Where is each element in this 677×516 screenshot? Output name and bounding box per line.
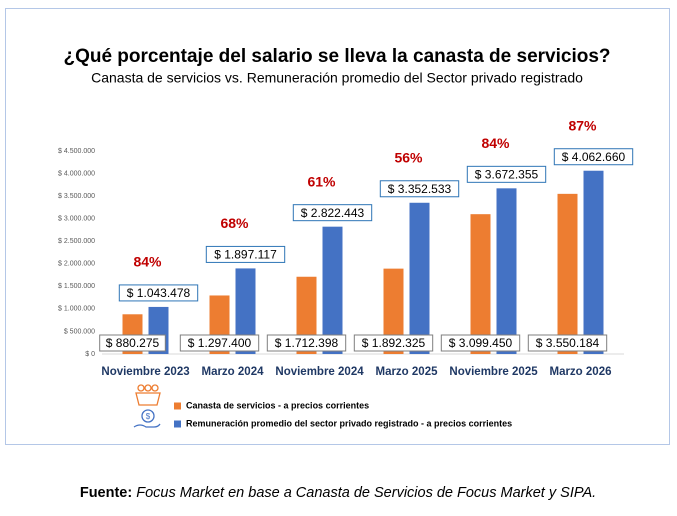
svg-text:$: $ xyxy=(146,412,151,421)
y-tick-label: $ 1.000.000 xyxy=(58,306,95,313)
legend-label: Remuneración promedio del sector privado… xyxy=(186,418,512,428)
bar xyxy=(583,170,604,354)
value-label: $ 3.550.184 xyxy=(536,336,600,350)
value-label-box xyxy=(466,165,547,183)
y-tick-label: $ 3.500.000 xyxy=(58,193,95,200)
percent-annotation: 84% xyxy=(133,254,162,270)
value-label-box xyxy=(292,204,373,222)
value-label-box xyxy=(553,148,634,166)
value-label-box xyxy=(205,245,286,263)
value-label-box xyxy=(440,334,521,352)
bar xyxy=(235,268,256,354)
value-label-box xyxy=(118,284,199,302)
x-tick-label: Marzo 2025 xyxy=(375,366,438,378)
percent-annotation: 84% xyxy=(481,135,510,151)
chart-title: ¿Qué porcentaje del salario se lleva la … xyxy=(63,46,610,67)
basket-icon xyxy=(135,384,161,406)
x-tick-label: Noviembre 2023 xyxy=(101,366,189,378)
bar xyxy=(322,226,343,354)
legend-swatch xyxy=(174,402,181,410)
money-hand-icon: $ xyxy=(133,409,161,428)
value-label: $ 1.043.478 xyxy=(127,286,191,300)
bar xyxy=(470,214,491,354)
value-label-box xyxy=(179,334,260,352)
bar xyxy=(496,188,517,354)
value-label: $ 3.099.450 xyxy=(449,336,513,350)
y-tick-label: $ 500.000 xyxy=(64,328,95,335)
value-label-box xyxy=(527,334,608,352)
value-label: $ 880.275 xyxy=(106,336,160,350)
value-label: $ 4.062.660 xyxy=(562,150,626,164)
bar xyxy=(557,193,578,354)
value-label-box xyxy=(266,334,347,352)
y-tick-label: $ 0 xyxy=(85,351,95,358)
value-label: $ 1.297.400 xyxy=(188,336,252,350)
value-label: $ 2.822.443 xyxy=(301,206,365,220)
value-label: $ 3.352.533 xyxy=(388,182,452,196)
x-tick-label: Noviembre 2024 xyxy=(275,366,364,378)
value-label-box xyxy=(99,334,166,352)
y-tick-label: $ 2.000.000 xyxy=(58,261,95,268)
x-tick-label: Marzo 2024 xyxy=(201,366,264,378)
y-tick-label: $ 3.000.000 xyxy=(58,216,95,223)
value-label: $ 1.712.398 xyxy=(275,336,339,350)
value-label-box xyxy=(379,180,460,198)
source: Fuente: Focus Market en base a Canasta d… xyxy=(80,485,596,501)
y-tick-label: $ 2.500.000 xyxy=(58,238,95,245)
source-label: Fuente: xyxy=(80,485,132,501)
value-label: $ 1.897.117 xyxy=(214,248,277,262)
percent-annotation: 56% xyxy=(394,149,423,165)
percent-annotation: 87% xyxy=(568,117,597,133)
value-label: $ 1.892.325 xyxy=(362,336,426,350)
y-tick-label: $ 1.500.000 xyxy=(58,283,95,290)
value-label-box xyxy=(353,334,434,352)
value-label: $ 3.672.355 xyxy=(475,168,539,182)
x-tick-label: Noviembre 2025 xyxy=(449,366,538,378)
legend-swatch xyxy=(174,420,181,428)
bar xyxy=(383,268,404,354)
bar xyxy=(409,202,430,354)
percent-annotation: 61% xyxy=(307,173,336,189)
source-text: Focus Market en base a Canasta de Servic… xyxy=(136,485,596,501)
chart-subtitle: Canasta de servicios vs. Remuneración pr… xyxy=(91,70,583,86)
y-tick-label: $ 4.500.000 xyxy=(58,148,95,155)
y-tick-label: $ 4.000.000 xyxy=(58,170,95,177)
percent-annotation: 68% xyxy=(220,215,249,231)
x-tick-label: Marzo 2026 xyxy=(549,366,611,378)
legend-label: Canasta de servicios - a precios corrien… xyxy=(186,400,369,410)
